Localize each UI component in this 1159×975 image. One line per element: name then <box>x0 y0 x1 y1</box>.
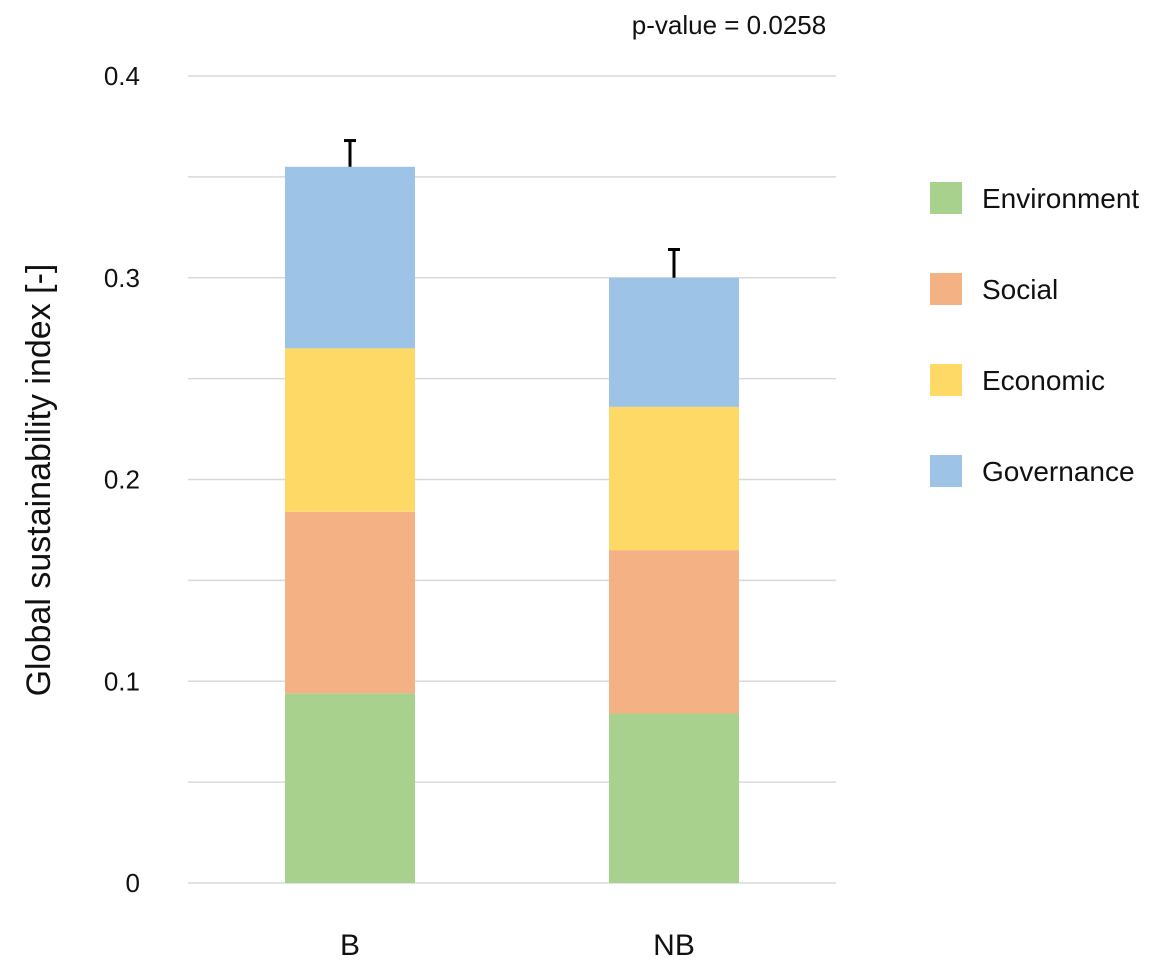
legend-swatch <box>930 455 962 487</box>
p-value-annotation: p-value = 0.0258 <box>632 10 826 40</box>
bar-segment-governance <box>285 166 415 349</box>
bar-segment-environment <box>285 693 415 883</box>
error-bars <box>344 139 680 278</box>
y-axis-ticks: 0 0.1 0.2 0.3 0.4 <box>104 61 140 898</box>
x-category-label: B <box>340 929 360 962</box>
legend-label: Economic <box>982 365 1105 396</box>
legend-label: Environment <box>982 183 1139 214</box>
y-tick-label: 0.4 <box>104 61 140 91</box>
bar-segment-economic <box>285 348 415 512</box>
bar-segment-social <box>285 511 415 694</box>
legend-swatch <box>930 273 962 305</box>
x-axis-categories: B NB <box>340 929 695 962</box>
legend-label: Social <box>982 274 1058 305</box>
legend-swatch <box>930 364 962 396</box>
bar-segment-governance <box>609 277 739 407</box>
legend-swatch <box>930 182 962 214</box>
legend: Environment Social Economic Governance <box>930 182 1139 487</box>
y-tick-label: 0.3 <box>104 263 140 293</box>
y-axis-label: Global sustainability index [-] <box>20 264 58 697</box>
bar-segment-social <box>609 550 739 714</box>
bars <box>285 166 739 883</box>
legend-label: Governance <box>982 456 1135 487</box>
y-tick-label: 0.1 <box>104 666 140 696</box>
bar-segment-economic <box>609 406 739 551</box>
y-tick-label: 0.2 <box>104 465 140 495</box>
y-tick-label: 0 <box>126 868 140 898</box>
bar-segment-environment <box>609 713 739 883</box>
x-category-label: NB <box>653 929 695 962</box>
